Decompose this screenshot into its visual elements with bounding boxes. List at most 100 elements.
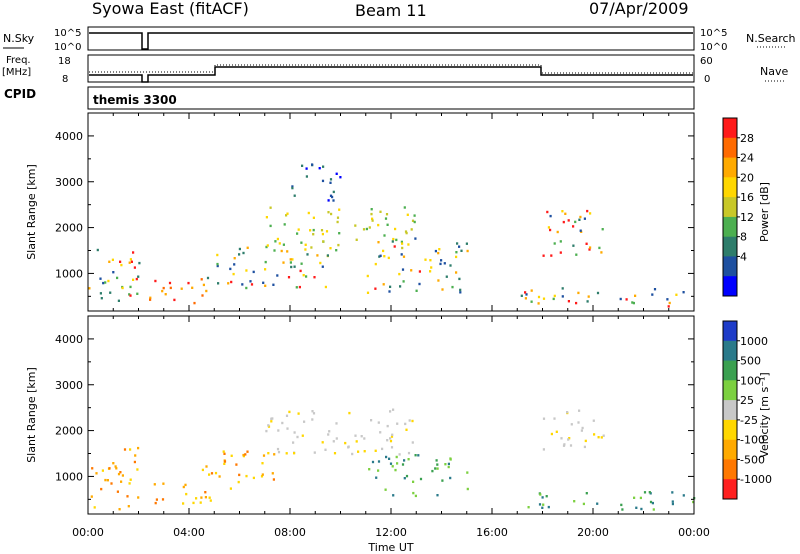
data-cell [336,220,339,224]
data-cell [649,500,653,504]
data-cell [387,256,390,260]
data-cell [382,283,385,286]
data-cell [417,454,420,457]
colorbar-swatch [723,177,737,198]
data-cell [201,468,204,472]
data-cell [335,437,338,440]
data-cell [592,419,595,422]
colorbar-swatch [723,236,737,257]
data-cell [235,463,238,466]
power-frame [87,112,695,312]
data-cell [363,450,366,453]
data-cell [321,179,325,183]
data-cell [374,287,377,290]
data-cell [430,266,433,269]
colorbar-swatch [723,400,737,421]
data-cell [583,445,586,449]
data-cell [602,434,605,437]
data-cell [411,441,414,444]
data-cell [285,214,288,217]
data-cell [250,283,254,286]
data-cell [384,217,388,220]
data-cell [311,163,314,166]
data-cell [210,472,214,475]
data-cell [277,429,280,432]
y-tick-label: 4000 [55,130,83,143]
data-cell [541,496,544,499]
colorbar-tick-label: 1000 [740,335,768,348]
data-cell [289,258,292,261]
data-cell [447,462,450,466]
data-cell [185,492,188,496]
data-cell [413,214,416,217]
data-cell [108,260,111,263]
data-cell [137,275,140,278]
data-cell [588,248,591,251]
data-cell [285,452,288,455]
data-cell [327,211,330,214]
data-cell [357,450,360,453]
data-cell [381,447,384,451]
data-cell [405,474,409,478]
data-cell [354,434,357,437]
data-cell [580,429,583,432]
data-cell [348,411,351,415]
data-cell [579,229,582,232]
colorbar-tick-label: 24 [740,152,754,165]
data-cell [384,488,387,491]
data-cell [598,246,601,250]
colorbar-tick-label: 500 [740,355,761,368]
data-cell [321,441,324,444]
data-cell [429,270,432,273]
power-y-label: Slant Range [km] [25,164,38,260]
colorbar-swatch [723,439,737,460]
data-cell [385,455,388,459]
data-cell [524,291,527,294]
nave-label: Nave [760,65,788,78]
data-cell [322,165,325,168]
y-tick-label: 1000 [55,267,83,280]
data-cell [269,224,272,228]
data-cell [133,460,136,464]
data-cell [137,446,140,450]
data-cell [559,251,562,254]
data-cell [386,439,389,442]
data-cell [277,450,281,454]
data-cell [407,458,410,461]
data-cell [593,433,596,436]
data-cell [300,241,303,244]
data-cell [383,255,386,258]
data-cell [329,247,332,250]
data-cell [564,212,567,215]
data-cell [246,246,249,249]
data-cell [412,480,415,483]
data-cell [377,241,380,244]
data-cell [153,483,156,486]
data-cell [542,503,545,506]
data-cell [414,494,417,498]
data-cell [162,286,165,290]
data-cell [455,255,458,259]
data-cell [173,298,176,302]
data-cell [112,462,115,465]
data-cell [137,496,140,499]
colorbar-tick-label: -100 [740,434,765,447]
data-cell [671,500,674,503]
data-cell [651,501,654,505]
data-cell [301,164,304,167]
data-cell [449,457,452,460]
nsky-label: N.Sky [3,32,35,45]
data-cell [639,496,642,500]
data-cell [374,262,377,266]
data-cell [401,242,404,245]
data-cell [324,285,327,289]
data-cell [280,249,283,253]
data-cell [201,294,204,297]
data-cell [405,428,408,431]
data-cell [205,289,208,293]
data-cell [282,243,285,246]
colorbar-swatch [723,340,737,362]
data-cell [568,437,571,440]
data-cell [276,237,279,241]
